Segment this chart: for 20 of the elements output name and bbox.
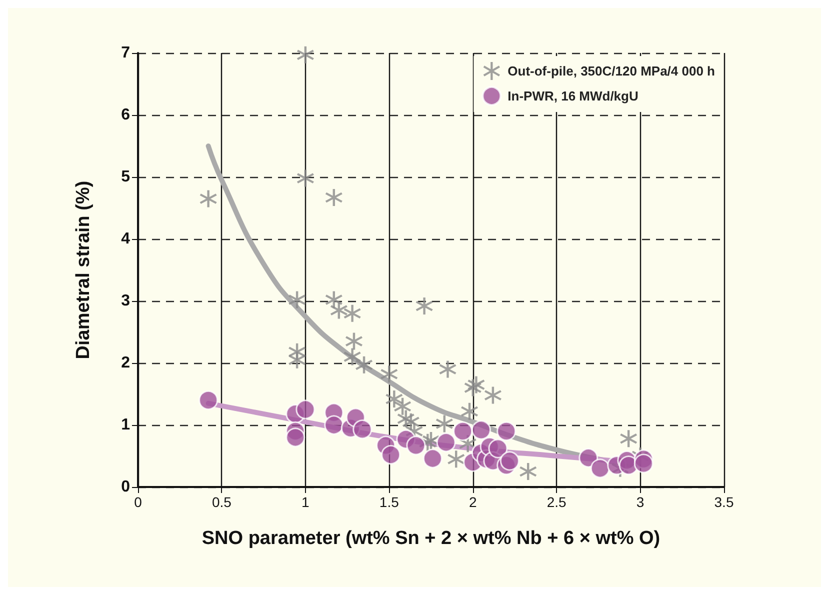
x-tick-label: 2	[468, 494, 477, 510]
x-tick-label: 0	[134, 494, 142, 510]
legend-label: In-PWR, 16 MWd/kgU	[508, 88, 638, 104]
x-tick-label: 1	[302, 494, 310, 510]
y-tick-label: 4	[121, 230, 130, 248]
y-tick-label: 1	[121, 416, 130, 434]
y-tick-label: 5	[121, 168, 130, 186]
x-tick-label: 1.5	[379, 494, 400, 510]
y-tick-label: 7	[121, 44, 130, 62]
y-tick-label: 2	[121, 354, 130, 372]
x-tick-label: 3	[636, 494, 644, 510]
y-axis-title: Diametral strain (%)	[73, 180, 94, 360]
x-axis-title: SNO parameter (wt% Sn + 2 × wt% Nb + 6 × wt% O)	[202, 528, 660, 549]
y-tick-label: 6	[121, 106, 130, 124]
y-tick-label: 0	[121, 478, 130, 496]
x-tick-label: 3.5	[714, 494, 734, 510]
x-tick-label: 2.5	[546, 494, 567, 510]
x-tick-label: 0.5	[212, 494, 232, 510]
legend-label: Out-of-pile, 350C/120 MPa/4 000 h	[508, 64, 716, 78]
y-tick-label: 3	[121, 292, 130, 310]
